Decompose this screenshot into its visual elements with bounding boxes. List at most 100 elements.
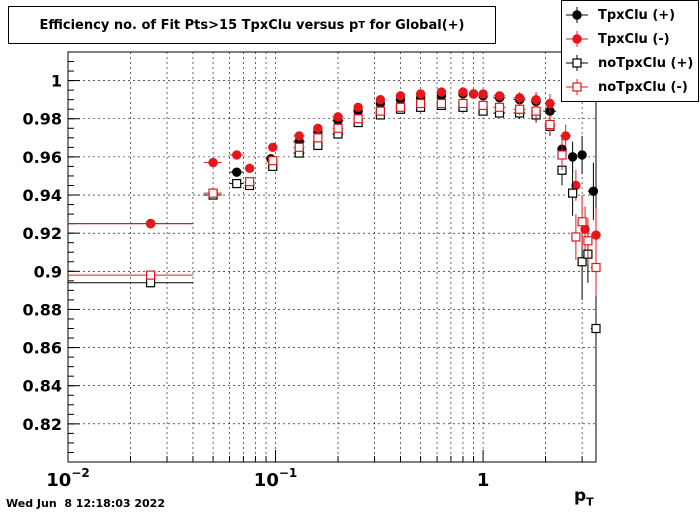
data-point xyxy=(468,89,479,99)
y-tick-label: 0.88 xyxy=(23,300,62,319)
y-tick-label: 0.84 xyxy=(23,377,62,396)
data-point xyxy=(557,150,567,160)
title-main: Efficiency no. of Fit Pts>15 TpxClu vers… xyxy=(39,17,359,33)
data-point xyxy=(436,98,447,109)
data-point xyxy=(436,87,447,97)
data-point xyxy=(416,98,426,109)
data-point xyxy=(145,218,156,229)
data-point xyxy=(353,114,363,124)
data-point xyxy=(591,230,601,240)
y-tick-label: 0.9 xyxy=(34,262,62,281)
data-marks xyxy=(68,87,601,360)
data-point xyxy=(415,89,426,99)
y-tick-label: 0.98 xyxy=(23,110,62,129)
data-point xyxy=(494,91,505,101)
legend-entry: noTpxClu (+) xyxy=(562,51,698,75)
data-point xyxy=(294,131,304,141)
legend-marker xyxy=(566,31,588,47)
data-point xyxy=(232,150,242,160)
data-point xyxy=(458,98,468,109)
data-point xyxy=(208,157,218,168)
data-point xyxy=(145,270,156,280)
data-point xyxy=(478,100,488,110)
data-point xyxy=(591,323,601,334)
y-tick-label: 0.96 xyxy=(23,148,62,167)
data-point xyxy=(313,133,323,143)
legend-entry: TpxClu (+) xyxy=(562,3,698,27)
data-point xyxy=(313,140,323,151)
y-tick-label: 0.86 xyxy=(23,339,62,358)
data-point xyxy=(545,119,555,130)
data-point xyxy=(375,106,385,116)
x-tick-label: 10−2 xyxy=(46,466,89,491)
data-point xyxy=(577,150,587,160)
data-point xyxy=(515,104,525,114)
data-point xyxy=(577,217,587,227)
legend-symbol xyxy=(572,10,582,20)
data-point xyxy=(145,278,156,288)
legend-label: noTpxClu (-) xyxy=(598,79,688,95)
x-axis-label-main: p xyxy=(574,486,587,506)
data-point xyxy=(244,163,255,174)
data-point xyxy=(494,102,505,112)
data-point xyxy=(478,89,488,99)
data-point xyxy=(545,98,555,109)
legend: TpxClu (+) TpxClu (-) noTpxClu (+) noTpxClu… xyxy=(561,0,699,102)
data-point xyxy=(571,232,581,242)
data-point xyxy=(577,257,587,267)
timestamp: Wed Jun 8 12:18:03 2022 xyxy=(6,497,165,510)
legend-marker xyxy=(566,55,588,71)
x-axis-label-subscript: T xyxy=(586,495,594,509)
x-axis: 10−2 10−1 1 xyxy=(46,450,583,491)
legend-marker xyxy=(566,7,588,23)
legend-marker xyxy=(566,79,588,95)
data-point xyxy=(353,102,363,113)
data-point xyxy=(395,91,406,101)
data-point xyxy=(232,167,242,177)
data-point xyxy=(268,156,278,166)
legend-entry: noTpxClu (-) xyxy=(562,75,698,99)
x-tick-label: 1 xyxy=(477,470,490,491)
legend-label: noTpxClu (+) xyxy=(598,55,694,71)
legend-symbol xyxy=(572,82,582,92)
data-point xyxy=(232,178,242,189)
x-tick-label: 10−1 xyxy=(254,466,297,491)
data-point xyxy=(268,142,278,153)
data-point xyxy=(313,123,323,133)
data-point xyxy=(395,102,406,112)
data-point xyxy=(567,152,578,162)
data-point xyxy=(560,131,571,141)
grid-lines xyxy=(67,52,596,462)
y-tick-label: 0.82 xyxy=(23,415,62,434)
data-point xyxy=(333,123,343,133)
data-point xyxy=(333,112,343,122)
data-point xyxy=(568,188,578,198)
y-axis: 0.82 0.84 0.86 0.88 0.9 0.92 0.94 0.96 0.98 1 xyxy=(23,61,80,463)
y-tick-label: 0.94 xyxy=(23,186,62,205)
title-subscript: T xyxy=(358,19,366,31)
y-tick-label: 0.92 xyxy=(23,224,62,243)
title-tail: for Global(+) xyxy=(365,17,465,33)
series-2 xyxy=(68,100,601,360)
legend-label: TpxClu (-) xyxy=(598,31,670,47)
legend-symbol xyxy=(572,58,582,68)
x-axis-label: pT xyxy=(574,486,594,508)
data-point xyxy=(294,142,304,152)
data-point xyxy=(514,93,525,103)
data-point xyxy=(531,106,541,116)
chart-title: Efficiency no. of Fit Pts>15 TpxClu vers… xyxy=(8,6,496,44)
data-point xyxy=(591,262,601,273)
legend-symbol xyxy=(572,34,582,44)
data-point xyxy=(245,177,255,187)
data-point xyxy=(208,188,218,198)
legend-label: TpxClu (+) xyxy=(598,7,676,23)
data-point xyxy=(458,87,468,97)
data-point xyxy=(588,186,599,196)
data-point xyxy=(583,236,593,246)
y-tick-label: 1 xyxy=(51,72,62,91)
data-point xyxy=(531,94,541,105)
legend-entry: TpxClu (-) xyxy=(562,27,698,51)
series-3 xyxy=(68,98,601,297)
data-point xyxy=(375,94,386,105)
